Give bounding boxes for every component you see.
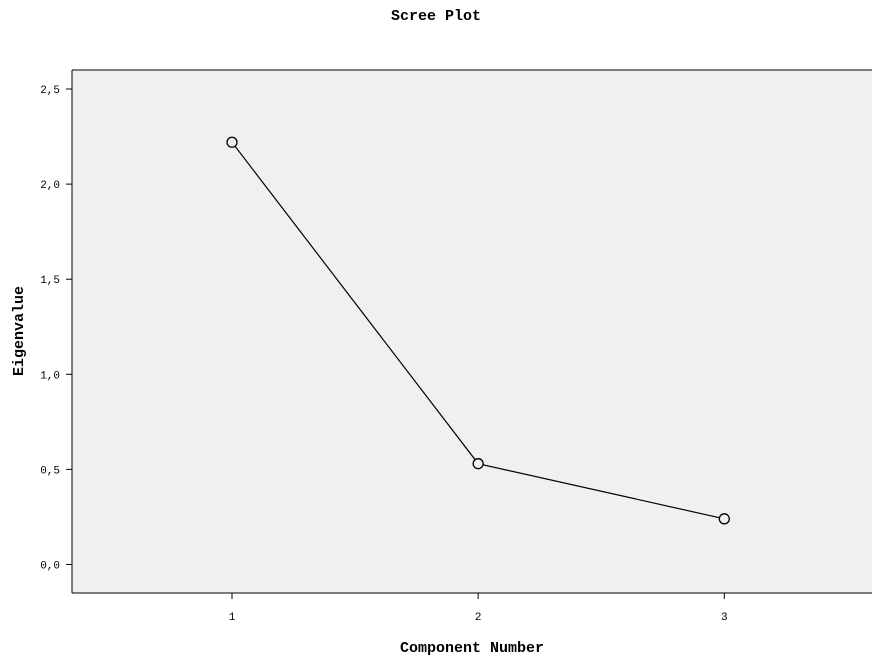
x-tick-label: 3 bbox=[721, 612, 728, 624]
x-axis-ticks: 1 2 3 bbox=[229, 593, 728, 624]
chart-title: Scree Plot bbox=[391, 8, 481, 25]
data-point-marker bbox=[718, 513, 730, 525]
y-axis-ticks: 0,0 0,5 1,0 1,5 2,0 2,5 bbox=[40, 85, 72, 572]
x-axis-label: Component Number bbox=[400, 640, 544, 657]
eigenvalue-series bbox=[226, 136, 730, 525]
y-tick-label: 1,5 bbox=[40, 275, 60, 287]
data-point-marker bbox=[472, 458, 484, 470]
y-axis-label: Eigenvalue bbox=[11, 286, 28, 376]
y-tick-label: 2,0 bbox=[40, 180, 60, 192]
y-tick-label: 1,0 bbox=[40, 370, 60, 382]
y-tick-label: 2,5 bbox=[40, 85, 60, 97]
plot-area bbox=[72, 70, 872, 593]
y-tick-label: 0,0 bbox=[40, 560, 60, 572]
data-point-marker bbox=[226, 136, 238, 148]
y-tick-label: 0,5 bbox=[40, 465, 60, 477]
x-tick-label: 2 bbox=[475, 612, 482, 624]
x-tick-label: 1 bbox=[229, 612, 236, 624]
